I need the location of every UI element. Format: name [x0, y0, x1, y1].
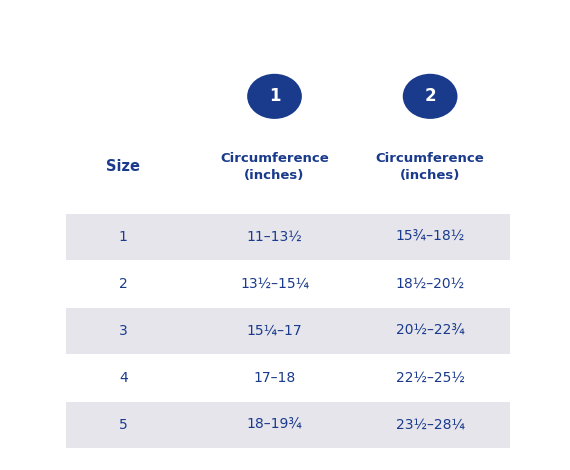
Text: 11–13½: 11–13½ — [247, 230, 303, 244]
Text: 2: 2 — [119, 277, 128, 291]
FancyBboxPatch shape — [66, 402, 510, 448]
Text: 5: 5 — [119, 418, 128, 432]
Text: 17–18: 17–18 — [254, 371, 296, 385]
Text: 18–19¾: 18–19¾ — [247, 418, 303, 432]
Text: 4: 4 — [119, 371, 128, 385]
Text: Circumference
(inches): Circumference (inches) — [376, 152, 484, 182]
Text: 15¾–18½: 15¾–18½ — [396, 230, 465, 244]
FancyBboxPatch shape — [66, 355, 510, 401]
Text: Circumference
(inches): Circumference (inches) — [220, 152, 329, 182]
Text: Size: Size — [107, 159, 140, 174]
Circle shape — [247, 74, 302, 119]
Text: 15¼–17: 15¼–17 — [247, 324, 302, 338]
Text: 13½–15¼: 13½–15¼ — [240, 277, 309, 291]
Text: 23½–28¼: 23½–28¼ — [396, 418, 465, 432]
Text: 20½–22¾: 20½–22¾ — [396, 324, 465, 338]
FancyBboxPatch shape — [66, 261, 510, 307]
Circle shape — [403, 74, 458, 119]
Text: 2: 2 — [424, 87, 436, 105]
Text: 3: 3 — [119, 324, 128, 338]
Text: 1: 1 — [119, 230, 128, 244]
Text: 18½–20½: 18½–20½ — [396, 277, 465, 291]
Text: 22½–25½: 22½–25½ — [396, 371, 465, 385]
FancyBboxPatch shape — [66, 214, 510, 260]
FancyBboxPatch shape — [66, 308, 510, 354]
Text: 1: 1 — [269, 87, 280, 105]
